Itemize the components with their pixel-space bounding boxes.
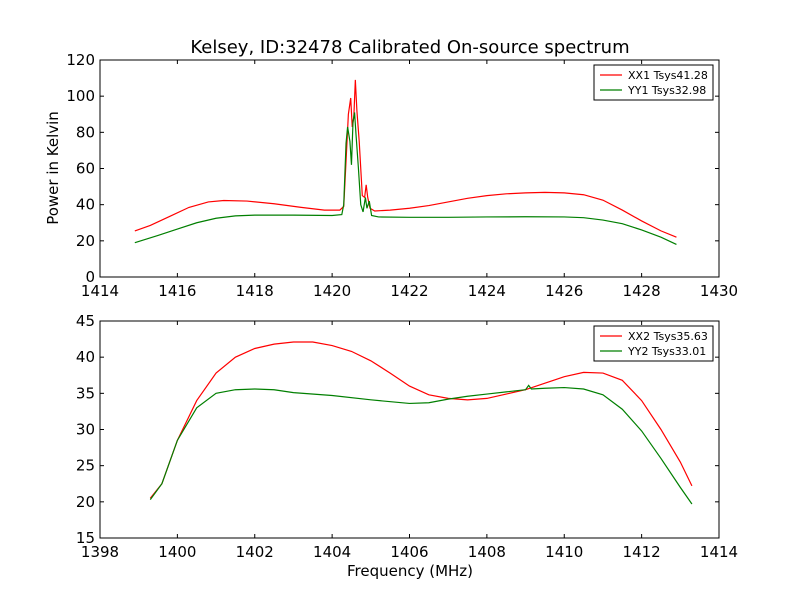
x-axis-label: Frequency (MHz) <box>347 562 473 580</box>
bottom-y-tick-label: 35 <box>76 384 95 402</box>
bottom-y-tick-label: 30 <box>76 421 95 439</box>
top-plot-lines <box>134 79 677 245</box>
bottom-y-tick-label: 25 <box>76 457 95 475</box>
top-x-tick-label: 1418 <box>236 282 274 300</box>
bottom-x-tick-label: 1410 <box>545 543 583 561</box>
top-x-tick-label: 1424 <box>468 282 506 300</box>
top-x-tick-label: 1414 <box>81 282 119 300</box>
bottom-legend: XX2 Tsys35.63 YY2 Tsys33.01 <box>593 325 714 362</box>
top-legend-label-2: YY1 Tsys32.98 <box>627 84 706 97</box>
bottom-panel: 1398 1400 1402 1404 1406 1408 1410 1412 1414 15 20… <box>76 312 738 580</box>
bottom-y-tick-label: 45 <box>76 312 95 330</box>
top-ticks: 1414 1416 1418 1420 1422 1424 1426 1428 1430 0 20 4… <box>66 51 738 300</box>
bottom-x-tick-label: 1412 <box>623 543 661 561</box>
bottom-legend-box <box>593 325 714 362</box>
top-y-tick-label: 60 <box>76 160 95 178</box>
bottom-x-tick-label: 1406 <box>390 543 428 561</box>
bottom-y-tick-label: 15 <box>76 529 95 547</box>
top-legend-label-1: XX1 Tsys41.28 <box>628 69 708 82</box>
top-series-line-2 <box>134 112 677 245</box>
bottom-legend-label-2: YY2 Tsys33.01 <box>627 345 706 358</box>
top-y-axis-label: Power in Kelvin <box>44 111 62 225</box>
bottom-y-tick-label: 20 <box>76 493 95 511</box>
top-x-tick-label: 1416 <box>158 282 196 300</box>
top-x-tick-label: 1420 <box>313 282 351 300</box>
bottom-series-line-1 <box>149 341 693 499</box>
top-y-tick-label: 20 <box>76 232 95 250</box>
top-y-tick-label: 0 <box>85 268 95 286</box>
bottom-x-tick-label: 1404 <box>313 543 351 561</box>
bottom-x-tick-label: 1414 <box>700 543 738 561</box>
bottom-plot-lines <box>149 341 693 505</box>
top-legend: XX1 Tsys41.28 YY1 Tsys32.98 <box>593 64 714 101</box>
top-series-line-1 <box>134 79 677 238</box>
top-x-tick-label: 1430 <box>700 282 738 300</box>
top-y-tick-label: 40 <box>76 196 95 214</box>
top-y-tick-label: 100 <box>66 87 95 105</box>
bottom-x-tick-label: 1400 <box>158 543 196 561</box>
bottom-ticks: 1398 1400 1402 1404 1406 1408 1410 1412 1414 15 20… <box>76 312 738 561</box>
top-y-tick-label: 80 <box>76 123 95 141</box>
bottom-series-line-2 <box>149 384 693 505</box>
top-x-tick-label: 1422 <box>390 282 428 300</box>
top-y-tick-label: 120 <box>66 51 95 69</box>
bottom-y-tick-label: 40 <box>76 348 95 366</box>
bottom-x-tick-label: 1408 <box>468 543 506 561</box>
bottom-x-tick-label: 1398 <box>81 543 119 561</box>
top-panel: 1414 1416 1418 1420 1422 1424 1426 1428 1430 0 20 4… <box>44 51 738 300</box>
top-legend-box <box>593 64 714 101</box>
top-x-tick-label: 1426 <box>545 282 583 300</box>
bottom-x-tick-label: 1402 <box>236 543 274 561</box>
chart-title: Kelsey, ID:32478 Calibrated On-source sp… <box>190 37 629 58</box>
top-x-tick-label: 1428 <box>623 282 661 300</box>
bottom-legend-label-1: XX2 Tsys35.63 <box>628 330 708 343</box>
